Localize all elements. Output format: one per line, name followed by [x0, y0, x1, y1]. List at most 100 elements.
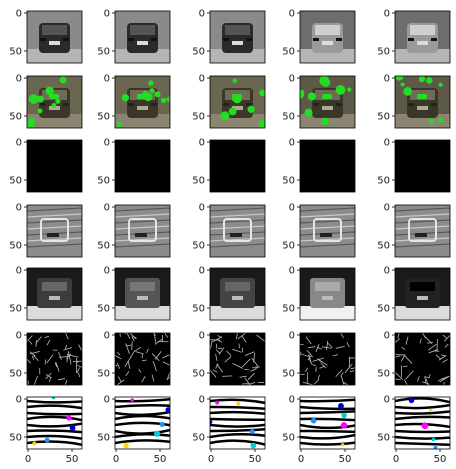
y-tick-label: 0	[104, 203, 110, 214]
y-tick-label: 50	[282, 241, 295, 252]
y-tick-label: 0	[384, 9, 390, 20]
x-tick-label: 50	[249, 454, 262, 465]
panel-gradient-emboss-1: 0 50	[9, 203, 83, 258]
x-tick-label: 50	[154, 454, 167, 465]
y-tick-label: 50	[9, 47, 22, 58]
y-tick-label: 0	[199, 266, 205, 277]
panel-black-output-5: 0 50	[377, 138, 451, 193]
panel-green-overlay-car-5: 0 50	[377, 74, 451, 129]
y-tick-label: 0	[199, 9, 205, 20]
y-tick-label: 50	[97, 369, 110, 380]
y-tick-label: 50	[377, 369, 390, 380]
y-tick-label: 50	[282, 112, 295, 123]
y-tick-label: 50	[9, 176, 22, 187]
panel-green-overlay-car-2: 0 50	[97, 74, 171, 129]
y-tick-label: 50	[97, 241, 110, 252]
y-tick-label: 50	[192, 433, 205, 444]
panel-gradient-emboss-3: 0 50	[192, 203, 266, 258]
y-tick-label: 50	[282, 433, 295, 444]
x-tick-label: 0	[208, 454, 214, 465]
y-tick-label: 0	[199, 395, 205, 406]
y-tick-label: 50	[192, 176, 205, 187]
panel-segmented-car-4: 0 50	[282, 266, 356, 321]
panel-gradient-emboss-5: 0 50	[377, 203, 451, 258]
x-tick-label: 0	[113, 454, 119, 465]
panel-gradient-emboss-2: 0 50	[97, 203, 171, 258]
x-tick-label: 0	[393, 454, 399, 465]
y-tick-label: 0	[384, 395, 390, 406]
panel-grayscale-car-1: 0 50	[9, 9, 83, 64]
y-tick-label: 0	[384, 203, 390, 214]
y-tick-label: 0	[16, 266, 22, 277]
y-tick-label: 0	[289, 74, 295, 85]
y-tick-label: 0	[384, 74, 390, 85]
y-tick-label: 50	[97, 47, 110, 58]
y-tick-label: 0	[104, 9, 110, 20]
panel-hog-features-1: 0 50	[9, 331, 83, 386]
y-tick-label: 50	[9, 112, 22, 123]
y-tick-label: 0	[16, 138, 22, 149]
panel-grayscale-car-5: 0 50	[377, 9, 451, 64]
panel-hog-features-5: 0 50	[377, 331, 451, 386]
y-tick-label: 50	[97, 112, 110, 123]
y-tick-label: 0	[289, 395, 295, 406]
x-tick-label: 0	[25, 454, 31, 465]
y-tick-label: 50	[282, 47, 295, 58]
y-tick-label: 0	[104, 74, 110, 85]
y-tick-label: 0	[16, 74, 22, 85]
panel-segmented-car-3: 0 50	[192, 266, 266, 321]
panel-hog-features-2: 0 50	[97, 331, 171, 386]
y-tick-label: 50	[192, 112, 205, 123]
y-tick-label: 0	[199, 331, 205, 342]
y-tick-label: 50	[192, 241, 205, 252]
y-tick-label: 50	[9, 241, 22, 252]
y-tick-label: 50	[9, 433, 22, 444]
y-tick-label: 50	[97, 433, 110, 444]
y-tick-label: 0	[104, 395, 110, 406]
panel-green-overlay-car-1: 0 50	[9, 74, 83, 129]
y-tick-label: 0	[104, 331, 110, 342]
y-tick-label: 0	[289, 331, 295, 342]
y-tick-label: 0	[384, 331, 390, 342]
y-tick-label: 50	[377, 112, 390, 123]
panel-hog-features-4: 0 50	[282, 331, 356, 386]
panel-grayscale-car-3: 0 50	[192, 9, 266, 64]
panel-segmented-car-5: 0 50	[377, 266, 451, 321]
x-tick-label: 50	[434, 454, 447, 465]
panel-black-output-2: 0 50	[97, 138, 171, 193]
y-tick-label: 50	[377, 47, 390, 58]
y-tick-label: 0	[289, 138, 295, 149]
y-tick-label: 50	[192, 369, 205, 380]
panel-gradient-emboss-4: 0 50	[282, 203, 356, 258]
y-tick-label: 50	[377, 433, 390, 444]
y-tick-label: 0	[199, 74, 205, 85]
y-tick-label: 0	[16, 331, 22, 342]
y-tick-label: 50	[97, 304, 110, 315]
y-tick-label: 0	[104, 266, 110, 277]
panel-black-output-3: 0 50	[192, 138, 266, 193]
y-tick-label: 0	[104, 138, 110, 149]
y-tick-label: 50	[192, 47, 205, 58]
y-tick-label: 0	[289, 9, 295, 20]
y-tick-label: 0	[199, 203, 205, 214]
panel-segmented-car-2: 0 50	[97, 266, 171, 321]
y-tick-label: 0	[384, 138, 390, 149]
y-tick-label: 50	[282, 176, 295, 187]
panel-segmented-car-1: 0 50	[9, 266, 83, 321]
x-tick-label: 0	[298, 454, 304, 465]
y-tick-label: 50	[377, 304, 390, 315]
panel-black-output-4: 0 50	[282, 138, 356, 193]
panel-black-output-1: 0 50	[9, 138, 83, 193]
y-tick-label: 50	[282, 369, 295, 380]
y-tick-label: 50	[377, 241, 390, 252]
panel-hog-features-3: 0 50	[192, 331, 266, 386]
y-tick-label: 0	[16, 9, 22, 20]
y-tick-label: 50	[192, 304, 205, 315]
x-tick-label: 50	[339, 454, 352, 465]
